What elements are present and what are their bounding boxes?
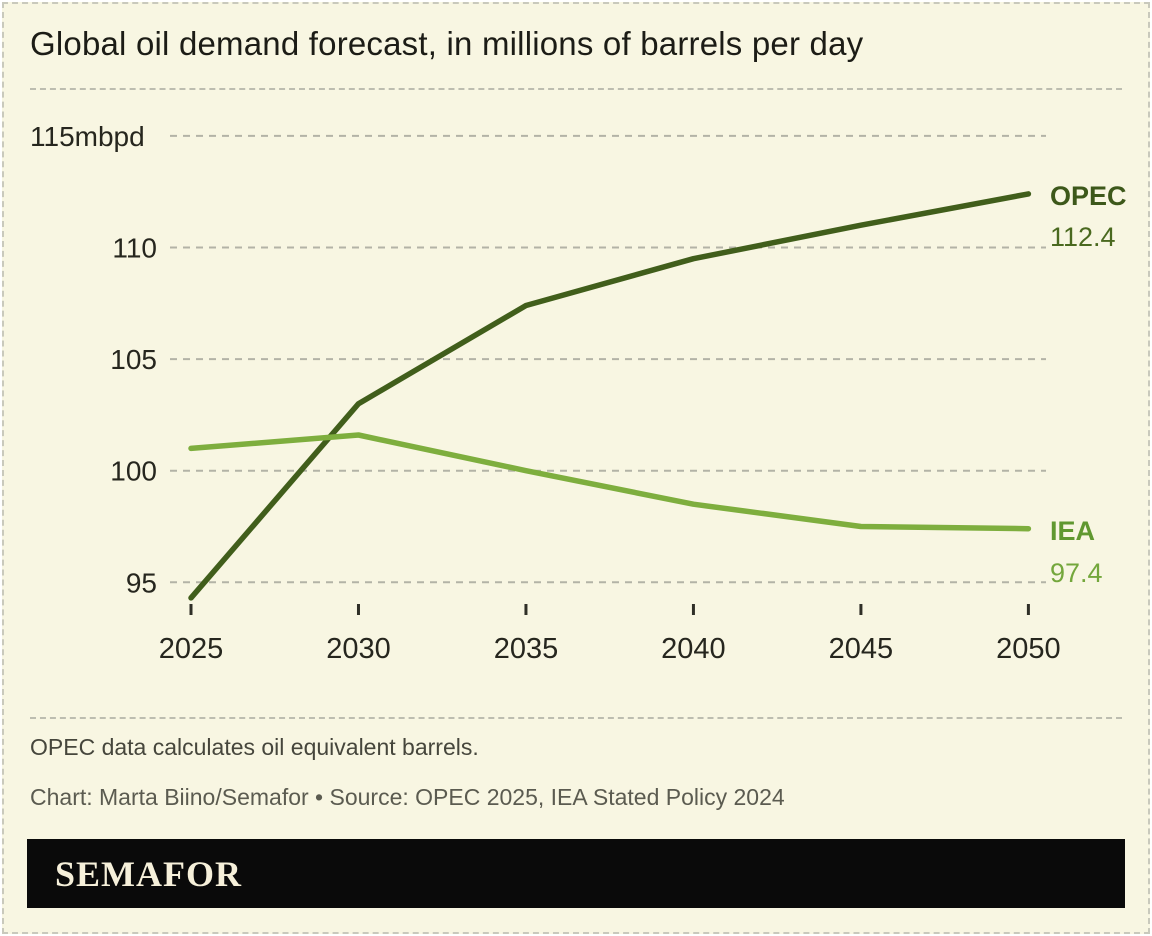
series-end-value-opec: 112.4 (1050, 222, 1116, 252)
footer-divider (30, 717, 1122, 719)
x-tick-label-2045: 2045 (829, 633, 894, 665)
y-tick-label-110: 110 (112, 233, 157, 264)
x-tick-label-2050: 2050 (996, 633, 1061, 665)
series-line-iea (188, 432, 1032, 532)
y-tick-label-100: 100 (110, 456, 157, 487)
y-tick-label-95: 95 (126, 567, 157, 598)
x-tick-label-2035: 2035 (494, 633, 559, 665)
y-tick-label-115: 115mbpd (30, 121, 145, 152)
x-tick-label-2030: 2030 (326, 633, 391, 665)
forecast-line-chart: 115mbpd 110 105 100 95 2025 2030 2035 2040 2045 20… (30, 121, 1061, 665)
y-tick-label-105: 105 (110, 344, 157, 375)
semafor-logo: SEMAFOR (55, 853, 242, 894)
series-end-value-iea: 97.4 (1050, 558, 1103, 588)
chart-credit-source: Chart: Marta Biino/Semafor • Source: OPE… (30, 784, 785, 810)
x-tick-label-2040: 2040 (661, 633, 726, 665)
x-tick-label-2025: 2025 (159, 633, 224, 665)
series-line-opec (188, 191, 1032, 601)
series-label-opec: OPEC (1050, 181, 1127, 211)
chart-title: Global oil demand forecast, in millions … (30, 25, 864, 62)
title-divider (30, 88, 1122, 90)
semafor-logo-bar: SEMAFOR (27, 839, 1125, 908)
series-label-iea: IEA (1050, 516, 1096, 546)
chart-footnote: OPEC data calculates oil equivalent barr… (30, 734, 479, 760)
